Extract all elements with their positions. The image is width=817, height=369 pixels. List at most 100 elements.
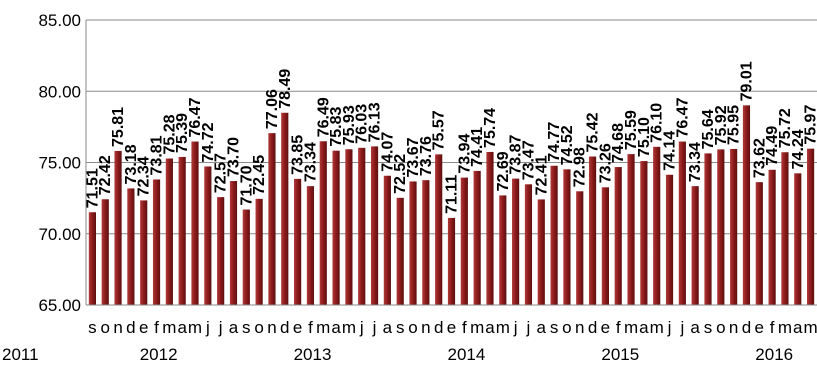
data-label: 73.81 — [149, 135, 166, 175]
x-tick-label: j — [205, 318, 210, 337]
bar — [640, 161, 648, 305]
data-label: 76.47 — [674, 97, 691, 137]
bar — [755, 182, 763, 305]
year-label: 2014 — [448, 345, 486, 364]
data-label: 71.70 — [238, 165, 255, 205]
x-tick-label: o — [562, 318, 571, 337]
bar — [229, 181, 238, 305]
bar — [345, 149, 353, 305]
data-label: 72.57 — [213, 153, 230, 193]
data-label: 73.94 — [456, 133, 473, 173]
bar — [537, 199, 545, 305]
bar — [435, 154, 443, 305]
bar — [486, 151, 494, 305]
bar — [781, 152, 789, 305]
data-label: 73.62 — [751, 138, 768, 178]
bar — [178, 156, 186, 305]
y-axis-ticks: 65.00 70.00 75.00 80.00 85.00 — [38, 11, 81, 315]
data-label: 73.87 — [508, 134, 525, 174]
bar — [768, 169, 776, 305]
x-tick-label: m — [162, 318, 176, 337]
data-label: 72.69 — [495, 151, 512, 191]
x-tick-label: f — [462, 318, 467, 337]
data-label: 73.85 — [290, 135, 307, 175]
bar — [794, 173, 802, 305]
x-tick-label: a — [485, 318, 495, 337]
bar — [563, 169, 571, 305]
x-tick-label: n — [113, 318, 122, 337]
bar — [601, 187, 609, 305]
data-label: 75.92 — [713, 105, 730, 145]
year-label: 2011 — [2, 345, 39, 364]
data-label: 75.72 — [777, 108, 794, 148]
bar — [242, 209, 250, 305]
bar — [114, 150, 122, 305]
x-tick-label: f — [770, 318, 775, 337]
x-tick-label: e — [447, 318, 456, 337]
x-tick-label: a — [383, 318, 393, 337]
bar — [665, 174, 674, 305]
x-tick-label: n — [729, 318, 738, 337]
y-tick-label: 75.00 — [38, 154, 81, 173]
data-label: 75.83 — [328, 107, 345, 147]
data-label: 73.18 — [123, 144, 140, 184]
bar — [730, 148, 738, 305]
y-tick-label: 70.00 — [38, 225, 81, 244]
bar — [499, 195, 507, 305]
y-tick-label: 85.00 — [38, 11, 81, 30]
x-tick-label: n — [575, 318, 584, 337]
bar — [627, 154, 635, 305]
bar — [152, 179, 161, 305]
bar — [473, 170, 481, 305]
bar — [88, 212, 97, 305]
year-label: 2015 — [601, 345, 639, 364]
x-tick-label: o — [716, 318, 725, 337]
x-tick-label: o — [101, 318, 110, 337]
data-label: 71.11 — [444, 175, 461, 214]
data-label: 74.24 — [790, 129, 807, 169]
x-tick-label: j — [667, 318, 672, 337]
x-tick-label: o — [408, 318, 417, 337]
x-tick-label: n — [267, 318, 276, 337]
bar — [653, 146, 661, 305]
bar — [217, 197, 225, 305]
x-tick-label: f — [154, 318, 159, 337]
data-label: 75.42 — [585, 112, 602, 152]
data-label: 75.28 — [161, 114, 178, 154]
x-tick-label: j — [679, 318, 684, 337]
data-label: 76.47 — [187, 97, 204, 137]
x-tick-label: d — [126, 318, 135, 337]
data-label: 73.26 — [597, 143, 614, 183]
x-tick-label: m — [188, 318, 202, 337]
bars — [88, 105, 815, 305]
bar — [101, 199, 109, 305]
data-label: 75.74 — [482, 108, 499, 148]
data-label: 75.64 — [700, 109, 717, 149]
x-tick-label: d — [280, 318, 289, 337]
data-label: 75.10 — [636, 117, 653, 157]
bar — [524, 184, 533, 305]
data-label: 73.34 — [302, 142, 319, 182]
data-label: 75.97 — [803, 105, 817, 145]
x-tick-label: j — [359, 318, 364, 337]
data-label: 72.41 — [533, 155, 550, 195]
x-tick-label: a — [793, 318, 803, 337]
bar — [422, 180, 430, 305]
x-tick-label: f — [616, 318, 621, 337]
bar — [306, 186, 315, 305]
x-tick-label: j — [526, 318, 531, 337]
data-label: 71.51 — [84, 168, 101, 208]
x-tick-label: o — [254, 318, 263, 337]
bar — [447, 217, 456, 305]
year-label: 2016 — [755, 345, 793, 364]
x-tick-label: j — [218, 318, 223, 337]
x-tick-label: m — [470, 318, 484, 337]
bar — [396, 197, 404, 305]
bar — [704, 153, 712, 305]
data-label: 75.39 — [174, 113, 191, 153]
x-tick-label: s — [242, 318, 251, 337]
x-tick-label: d — [588, 318, 597, 337]
x-tick-label: m — [496, 318, 510, 337]
